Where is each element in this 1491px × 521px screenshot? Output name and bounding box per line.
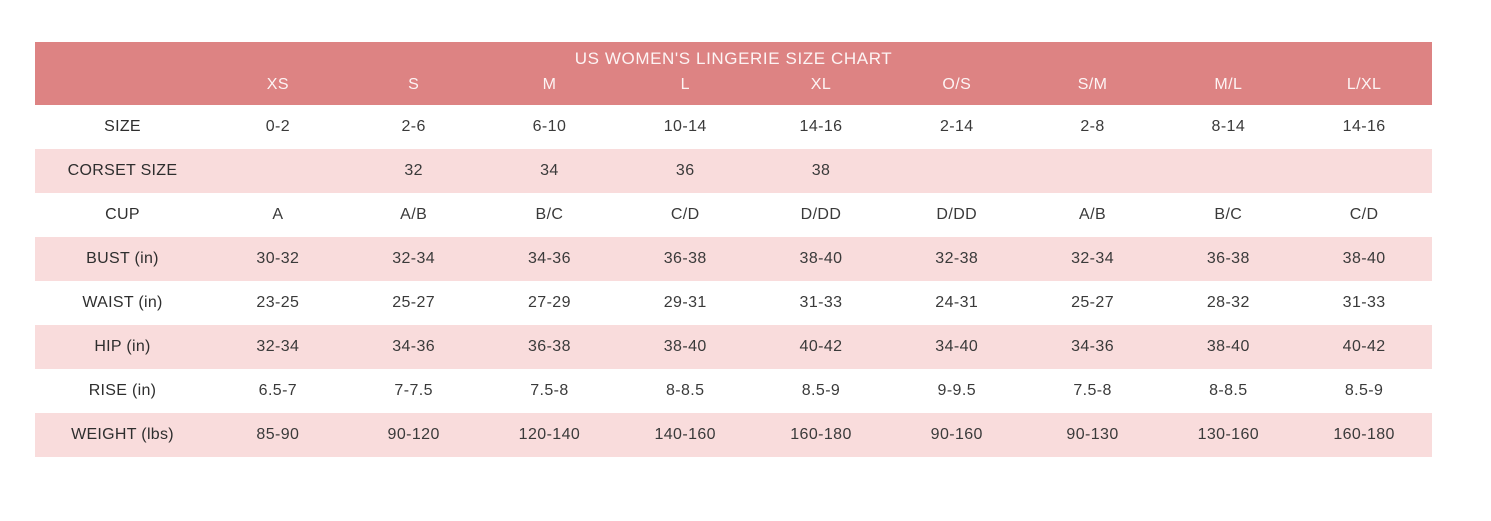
table-cell: 2-6 bbox=[401, 118, 426, 135]
row-label: BUST (in) bbox=[86, 250, 159, 267]
size-chart-table: US WOMEN'S LINGERIE SIZE CHART XS S M L XL O/… bbox=[35, 42, 1432, 457]
table-cell: A/B bbox=[400, 206, 428, 223]
table-cell: 9-9.5 bbox=[937, 382, 976, 399]
table-cell: 25-27 bbox=[1071, 294, 1114, 311]
table-cell: 40-42 bbox=[1342, 338, 1386, 355]
table-cell: 25-27 bbox=[392, 294, 436, 311]
table-body: SIZE 0-2 2-6 6-10 10-14 14-16 2-14 2-8 8-14 14-16… bbox=[35, 105, 1432, 457]
table-row: BUST (in) 30-32 32-34 34-36 36-38 38-40 32-38 3… bbox=[35, 237, 1432, 281]
table-row: WAIST (in) 23-25 25-27 27-29 29-31 31-33 24-31… bbox=[35, 281, 1432, 325]
table-cell: 8-8.5 bbox=[665, 382, 705, 399]
table-cell: 28-32 bbox=[1206, 294, 1250, 311]
table-cell: 27-29 bbox=[527, 294, 571, 311]
column-header: O/S bbox=[942, 76, 972, 93]
table-cell: 160-180 bbox=[790, 426, 852, 443]
table-cell: 6-10 bbox=[532, 118, 567, 135]
table-cell: 7-7.5 bbox=[394, 382, 433, 399]
column-header: L bbox=[680, 76, 690, 93]
row-label: SIZE bbox=[104, 118, 141, 135]
table-cell: D/DD bbox=[800, 206, 842, 223]
table-cell: 7.5-8 bbox=[530, 382, 569, 399]
table-cell: D/DD bbox=[936, 206, 978, 223]
table-cell: 160-180 bbox=[1333, 426, 1395, 443]
column-header: S bbox=[408, 76, 420, 93]
table-cell: 38-40 bbox=[1342, 250, 1386, 267]
table-cell: 36-38 bbox=[1206, 250, 1250, 267]
table-row: SIZE 0-2 2-6 6-10 10-14 14-16 2-14 2-8 8-14 14-16 bbox=[35, 105, 1432, 149]
table-cell: 32-34 bbox=[256, 338, 300, 355]
table-cell: 140-160 bbox=[654, 426, 716, 443]
table-cell: 29-31 bbox=[663, 294, 707, 311]
table-cell: 32-34 bbox=[1071, 250, 1114, 267]
table-cell: 36-38 bbox=[527, 338, 571, 355]
column-header: XL bbox=[810, 76, 832, 93]
table-cell: 38-40 bbox=[663, 338, 707, 355]
table-cell: 6.5-7 bbox=[258, 382, 298, 399]
table-title: US WOMEN'S LINGERIE SIZE CHART bbox=[574, 49, 893, 68]
table-row: CUP A A/B B/C C/D D/DD D/DD A/B B/C C/D bbox=[35, 193, 1432, 237]
table-cell: 34-36 bbox=[1071, 338, 1114, 355]
table-cell: 90-130 bbox=[1066, 426, 1119, 443]
table-cell: 24-31 bbox=[935, 294, 979, 311]
table-cell: 85-90 bbox=[256, 426, 300, 443]
table-cell: 130-160 bbox=[1197, 426, 1260, 443]
column-header: M bbox=[542, 76, 557, 93]
column-header-row: XS S M L XL O/S S/M M/L L/XL bbox=[35, 72, 1432, 98]
table-cell: 36 bbox=[675, 162, 695, 179]
table-cell: 14-16 bbox=[799, 118, 843, 135]
table-cell: 8-8.5 bbox=[1209, 382, 1248, 399]
table-row: WEIGHT (lbs) 85-90 90-120 120-140 140-160 160… bbox=[35, 413, 1432, 457]
column-header: M/L bbox=[1214, 76, 1243, 93]
row-label: HIP (in) bbox=[94, 338, 151, 355]
table-cell: 32-34 bbox=[392, 250, 436, 267]
table-cell: 8.5-9 bbox=[1344, 382, 1384, 399]
table-cell: 32-38 bbox=[935, 250, 979, 267]
table-cell: 38-40 bbox=[799, 250, 843, 267]
table-cell: 8.5-9 bbox=[801, 382, 841, 399]
table-cell: 2-8 bbox=[1080, 118, 1105, 135]
table-cell: 2-14 bbox=[939, 118, 974, 135]
table-cell: 34 bbox=[540, 162, 559, 179]
row-label: CUP bbox=[105, 206, 140, 223]
table-cell: 31-33 bbox=[1342, 294, 1386, 311]
table-cell: 8-14 bbox=[1211, 118, 1246, 135]
row-label: CORSET SIZE bbox=[67, 162, 178, 179]
table-cell: 34-40 bbox=[935, 338, 979, 355]
table-row: HIP (in) 32-34 34-36 36-38 38-40 40-42 34-40 34… bbox=[35, 325, 1432, 369]
table-cell: 30-32 bbox=[256, 250, 300, 267]
row-label: WEIGHT (lbs) bbox=[71, 426, 174, 443]
column-header: XS bbox=[266, 76, 289, 93]
table-cell: 120-140 bbox=[518, 426, 581, 443]
table-cell: 7.5-8 bbox=[1073, 382, 1112, 399]
table-cell: A/B bbox=[1079, 206, 1107, 223]
column-header: S/M bbox=[1077, 76, 1108, 93]
table-cell: C/D bbox=[1349, 206, 1379, 223]
table-cell: 32 bbox=[404, 162, 423, 179]
table-row: CORSET SIZE 32 34 36 38 bbox=[35, 149, 1432, 193]
table-cell: 31-33 bbox=[799, 294, 843, 311]
table-cell: 0-2 bbox=[265, 118, 291, 135]
table-cell: 34-36 bbox=[527, 250, 571, 267]
table-cell: B/C bbox=[1214, 206, 1243, 223]
table-cell: A bbox=[272, 206, 284, 223]
table-cell: C/D bbox=[670, 206, 700, 223]
row-label: RISE (in) bbox=[88, 382, 157, 399]
table-cell: 38-40 bbox=[1206, 338, 1250, 355]
column-header: L/XL bbox=[1346, 76, 1382, 93]
table-header: US WOMEN'S LINGERIE SIZE CHART XS S M L XL O/… bbox=[35, 42, 1432, 105]
row-label: WAIST (in) bbox=[82, 294, 163, 311]
table-cell: 34-36 bbox=[392, 338, 436, 355]
table-cell: 38 bbox=[811, 162, 831, 179]
table-cell: 10-14 bbox=[663, 118, 707, 135]
table-cell: B/C bbox=[535, 206, 564, 223]
table-cell: 90-120 bbox=[387, 426, 440, 443]
table-cell: 14-16 bbox=[1342, 118, 1386, 135]
table-cell: 90-160 bbox=[930, 426, 983, 443]
table-cell: 40-42 bbox=[799, 338, 843, 355]
table-cell: 36-38 bbox=[663, 250, 707, 267]
table-cell: 23-25 bbox=[256, 294, 300, 311]
table-row: RISE (in) 6.5-7 7-7.5 7.5-8 8-8.5 8.5-9 9-9.5 7… bbox=[35, 369, 1432, 413]
